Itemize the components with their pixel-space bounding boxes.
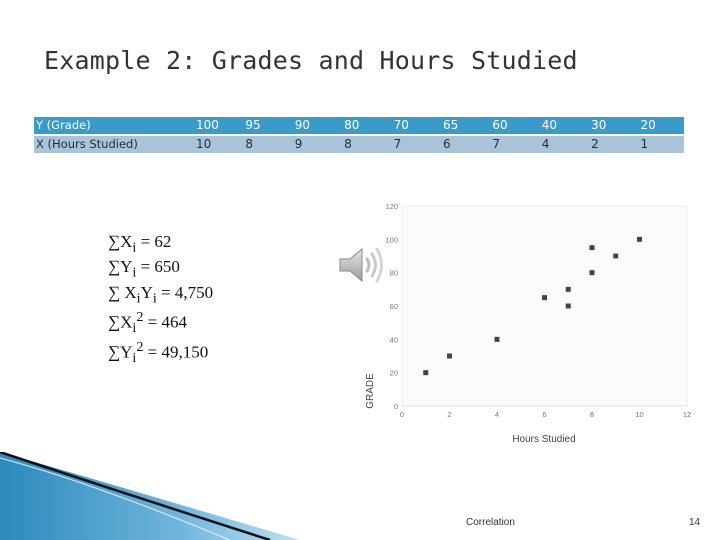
x-tick-label: 8 bbox=[590, 410, 594, 419]
scatter-point bbox=[589, 245, 595, 251]
y-tick-label: 40 bbox=[390, 335, 398, 344]
table-cell: 70 bbox=[387, 117, 437, 136]
table-cell: 40 bbox=[535, 117, 586, 136]
slide-title: Example 2: Grades and Hours Studied bbox=[44, 46, 578, 75]
formula-sum-y: ∑Yi = 650 bbox=[108, 257, 180, 281]
table-row-hours: X (Hours Studied) 10 8 9 8 7 6 7 4 2 1 bbox=[34, 135, 684, 153]
x-tick-label: 12 bbox=[683, 410, 691, 419]
table-cell: 100 bbox=[190, 117, 240, 136]
y-tick-label: 60 bbox=[390, 302, 398, 311]
page-number: 14 bbox=[689, 517, 701, 528]
footer-title: Correlation bbox=[466, 517, 515, 528]
table-cell: 80 bbox=[338, 117, 388, 136]
row-label-x: X (Hours Studied) bbox=[34, 135, 190, 153]
scatter-chart: 0 20 40 60 80 100 120 0 2 4 6 8 10 12 Ho… bbox=[365, 202, 691, 445]
scatter-point bbox=[542, 295, 547, 301]
formula-sum-y-squared: ∑Yi2 = 49,150 bbox=[108, 339, 209, 367]
table-cell: 7 bbox=[387, 135, 437, 153]
y-tick-label: 100 bbox=[385, 235, 398, 244]
x-tick-label: 2 bbox=[447, 410, 451, 419]
plot-area bbox=[401, 205, 688, 407]
table-cell: 65 bbox=[436, 117, 487, 136]
table-cell: 95 bbox=[239, 117, 289, 136]
x-tick-label: 0 bbox=[400, 410, 404, 419]
data-points bbox=[423, 236, 642, 376]
table-cell: 90 bbox=[288, 117, 339, 136]
table-cell: 30 bbox=[585, 117, 635, 136]
table-cell: 1 bbox=[634, 135, 684, 153]
table-cell: 8 bbox=[338, 135, 388, 153]
x-tick-label: 4 bbox=[495, 410, 499, 419]
table-cell: 8 bbox=[239, 135, 289, 153]
speaker-icon[interactable] bbox=[336, 240, 386, 290]
scatter-point bbox=[613, 253, 619, 259]
y-tick-labels: 0 20 40 60 80 100 120 bbox=[385, 202, 398, 411]
x-tick-labels: 0 2 4 6 8 10 12 bbox=[400, 410, 691, 419]
decorative-swoosh bbox=[0, 452, 300, 540]
data-table: Y (Grade) 100 95 90 80 70 65 60 40 30 20… bbox=[34, 117, 684, 153]
table-cell: 7 bbox=[486, 135, 536, 153]
table-cell: 9 bbox=[288, 135, 339, 153]
table-cell: 2 bbox=[585, 135, 635, 153]
formula-sum-xy: ∑ XiYi = 4,750 bbox=[108, 282, 214, 307]
scatter-point bbox=[494, 336, 500, 342]
scatter-point bbox=[637, 236, 642, 242]
summation-formulas: ∑Xi = 62 ∑Yi = 650 ∑ XiYi = 4,750 ∑Xi2 =… bbox=[108, 232, 213, 368]
y-axis-label: GRADE bbox=[365, 373, 376, 409]
table-cell: 4 bbox=[535, 135, 586, 153]
y-tick-label: 20 bbox=[390, 369, 398, 378]
table-cell: 60 bbox=[486, 117, 536, 136]
x-tick-label: 10 bbox=[635, 410, 643, 419]
scatter-point bbox=[423, 370, 429, 376]
formula-sum-x: ∑Xi = 62 bbox=[108, 232, 172, 256]
scatter-point bbox=[565, 303, 571, 309]
table-cell: 10 bbox=[190, 135, 240, 153]
row-label-y: Y (Grade) bbox=[34, 117, 190, 136]
y-tick-label: 120 bbox=[385, 202, 398, 211]
scatter-point bbox=[565, 286, 571, 292]
y-tick-label: 0 bbox=[394, 402, 398, 411]
x-axis-label: Hours Studied bbox=[512, 434, 575, 445]
y-tick-label: 80 bbox=[390, 269, 398, 278]
scatter-point bbox=[447, 353, 452, 359]
table-row-grade: Y (Grade) 100 95 90 80 70 65 60 40 30 20 bbox=[34, 117, 684, 136]
table-cell: 6 bbox=[436, 135, 487, 153]
formula-sum-x-squared: ∑Xi2 = 464 bbox=[108, 309, 188, 337]
scatter-point bbox=[589, 270, 595, 276]
table-cell: 20 bbox=[634, 117, 684, 136]
x-tick-label: 6 bbox=[542, 410, 546, 419]
